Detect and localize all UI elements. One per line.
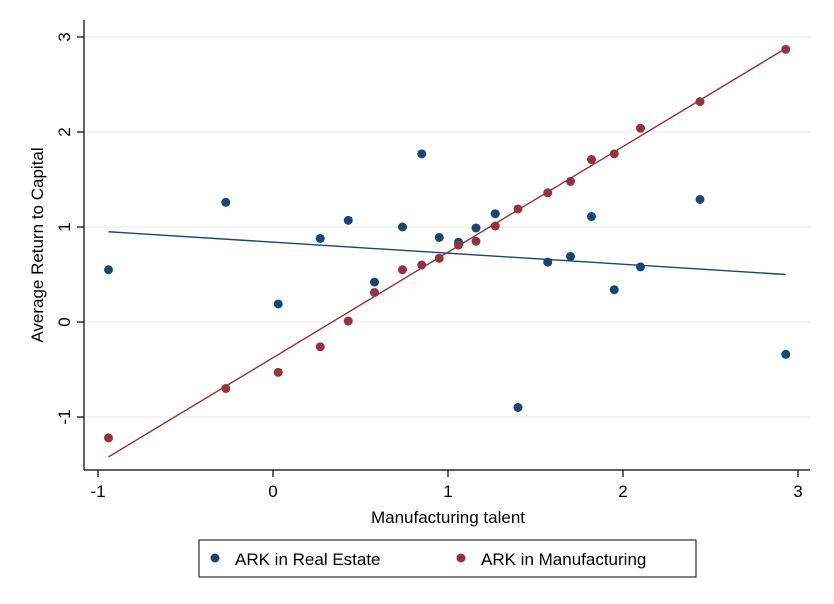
point-s0-1	[221, 197, 231, 207]
point-s0-0	[104, 265, 113, 275]
y-ticks: -1 0 1 2 3	[55, 32, 84, 425]
y-tick-label-2: 1	[55, 222, 74, 231]
point-s0-7	[417, 149, 427, 159]
legend: ARK in Real Estate ARK in Manufacturing	[198, 539, 697, 578]
point-s1-3	[315, 342, 325, 352]
point-s1-17	[636, 123, 645, 133]
legend-label-real-estate: ARK in Real Estate	[235, 550, 381, 569]
point-s1-19	[781, 44, 791, 54]
point-s0-10	[471, 223, 481, 233]
point-s0-15	[587, 212, 596, 222]
data-points	[104, 44, 791, 443]
legend-marker-manufacturing	[456, 553, 466, 563]
point-s1-0	[104, 433, 113, 443]
x-tick-label-2: 1	[443, 482, 452, 501]
point-s0-19	[781, 349, 791, 359]
x-tick-label-4: 3	[793, 482, 802, 501]
y-tick-label-1: 0	[55, 317, 74, 326]
point-s0-13	[543, 257, 553, 267]
point-s1-14	[566, 176, 575, 186]
y-tick-label-0: -1	[55, 409, 74, 424]
point-s1-13	[543, 188, 553, 198]
x-ticks: -1 0 1 2 3	[90, 470, 803, 501]
point-s0-11	[490, 209, 500, 219]
point-s0-18	[695, 194, 705, 204]
point-s0-6	[398, 222, 407, 232]
point-s1-2	[273, 367, 283, 377]
gridlines	[84, 36, 810, 418]
point-s0-14	[566, 251, 575, 261]
y-axis-title: Average Return to Capital	[28, 147, 47, 342]
point-s0-2	[273, 299, 283, 309]
x-tick-label-3: 2	[618, 482, 627, 501]
y-tick-label-4: 3	[55, 32, 74, 41]
point-s1-1	[221, 384, 231, 393]
legend-label-manufacturing: ARK in Manufacturing	[481, 550, 646, 569]
point-s0-5	[370, 277, 379, 287]
point-s1-4	[343, 316, 353, 326]
legend-marker-real-estate	[210, 553, 220, 563]
x-axis-title: Manufacturing talent	[371, 508, 525, 527]
point-s0-4	[343, 215, 353, 225]
axes	[83, 20, 810, 471]
point-s1-10	[471, 236, 481, 246]
point-s0-3	[315, 233, 325, 243]
point-s0-12	[513, 403, 523, 412]
point-s1-9	[454, 240, 463, 250]
point-s1-18	[695, 97, 705, 107]
x-tick-label-1: 0	[268, 482, 277, 501]
point-s0-8	[434, 232, 444, 242]
point-s1-6	[398, 265, 407, 275]
legend-box	[198, 539, 697, 578]
point-s1-16	[609, 149, 619, 159]
point-s1-15	[587, 155, 596, 165]
point-s1-5	[370, 288, 379, 298]
x-tick-label-0: -1	[90, 482, 105, 501]
point-s1-7	[417, 260, 427, 270]
point-s0-17	[636, 262, 645, 272]
point-s1-8	[434, 253, 444, 263]
point-s1-11	[490, 221, 500, 231]
point-s1-12	[513, 204, 523, 214]
point-s0-16	[609, 285, 619, 295]
y-tick-label-3: 2	[55, 127, 74, 136]
